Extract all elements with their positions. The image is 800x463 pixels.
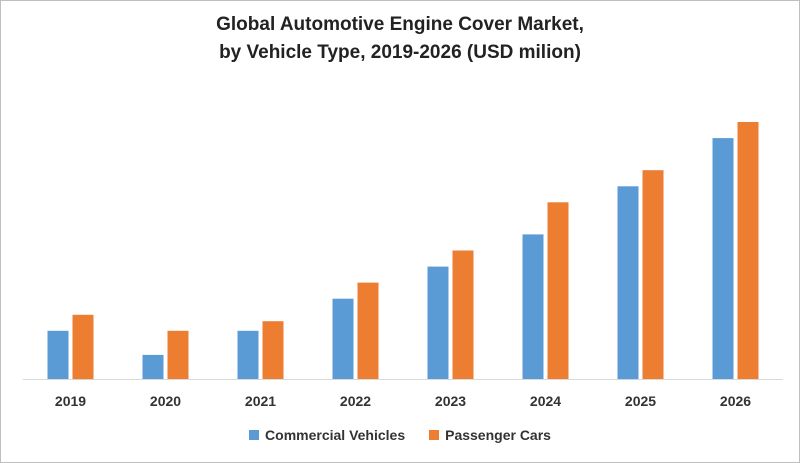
bar-commercial-vehicles-2019 bbox=[47, 330, 69, 379]
bar-commercial-vehicles-2026 bbox=[712, 138, 734, 379]
bar-passenger-cars-2023 bbox=[452, 250, 474, 379]
bar-commercial-vehicles-2021 bbox=[237, 330, 259, 379]
chart-legend: Commercial Vehicles Passenger Cars bbox=[1, 427, 799, 443]
chart-subtitle: by Vehicle Type, 2019-2026 (USD milion) bbox=[219, 42, 581, 63]
x-tick-label-2026: 2026 bbox=[720, 393, 751, 409]
chart-title: Global Automotive Engine Cover Market, bbox=[216, 14, 584, 35]
bar-passenger-cars-2024 bbox=[547, 202, 569, 379]
legend-item-commercial-vehicles: Commercial Vehicles bbox=[249, 427, 405, 443]
bar-passenger-cars-2022 bbox=[357, 282, 379, 379]
bar-passenger-cars-2021 bbox=[262, 321, 284, 379]
bar-commercial-vehicles-2023 bbox=[427, 266, 449, 379]
bar-commercial-vehicles-2024 bbox=[522, 234, 544, 379]
x-tick-label-2021: 2021 bbox=[245, 393, 276, 409]
chart-title-block: Global Automotive Engine Cover Market, b… bbox=[1, 11, 799, 67]
bar-commercial-vehicles-2022 bbox=[332, 298, 354, 379]
bar-commercial-vehicles-2020 bbox=[142, 354, 164, 379]
bar-passenger-cars-2026 bbox=[737, 122, 759, 379]
x-tick-label-2022: 2022 bbox=[340, 393, 371, 409]
bar-passenger-cars-2025 bbox=[642, 170, 664, 379]
legend-label-commercial-vehicles: Commercial Vehicles bbox=[265, 427, 406, 443]
x-tick-label-2024: 2024 bbox=[530, 393, 561, 409]
x-tick-label-2023: 2023 bbox=[435, 393, 466, 409]
legend-label-passenger-cars: Passenger Cars bbox=[445, 427, 551, 443]
x-tick-label-2020: 2020 bbox=[150, 393, 181, 409]
bar-commercial-vehicles-2025 bbox=[617, 186, 639, 380]
legend-item-passenger-cars: Passenger Cars bbox=[429, 427, 551, 443]
legend-swatch-commercial-vehicles bbox=[249, 430, 260, 440]
x-tick-label-2019: 2019 bbox=[55, 393, 86, 409]
bar-passenger-cars-2019 bbox=[72, 314, 94, 380]
bar-passenger-cars-2020 bbox=[167, 330, 189, 379]
x-tick-label-2025: 2025 bbox=[625, 393, 656, 409]
legend-swatch-passenger-cars bbox=[429, 430, 440, 440]
